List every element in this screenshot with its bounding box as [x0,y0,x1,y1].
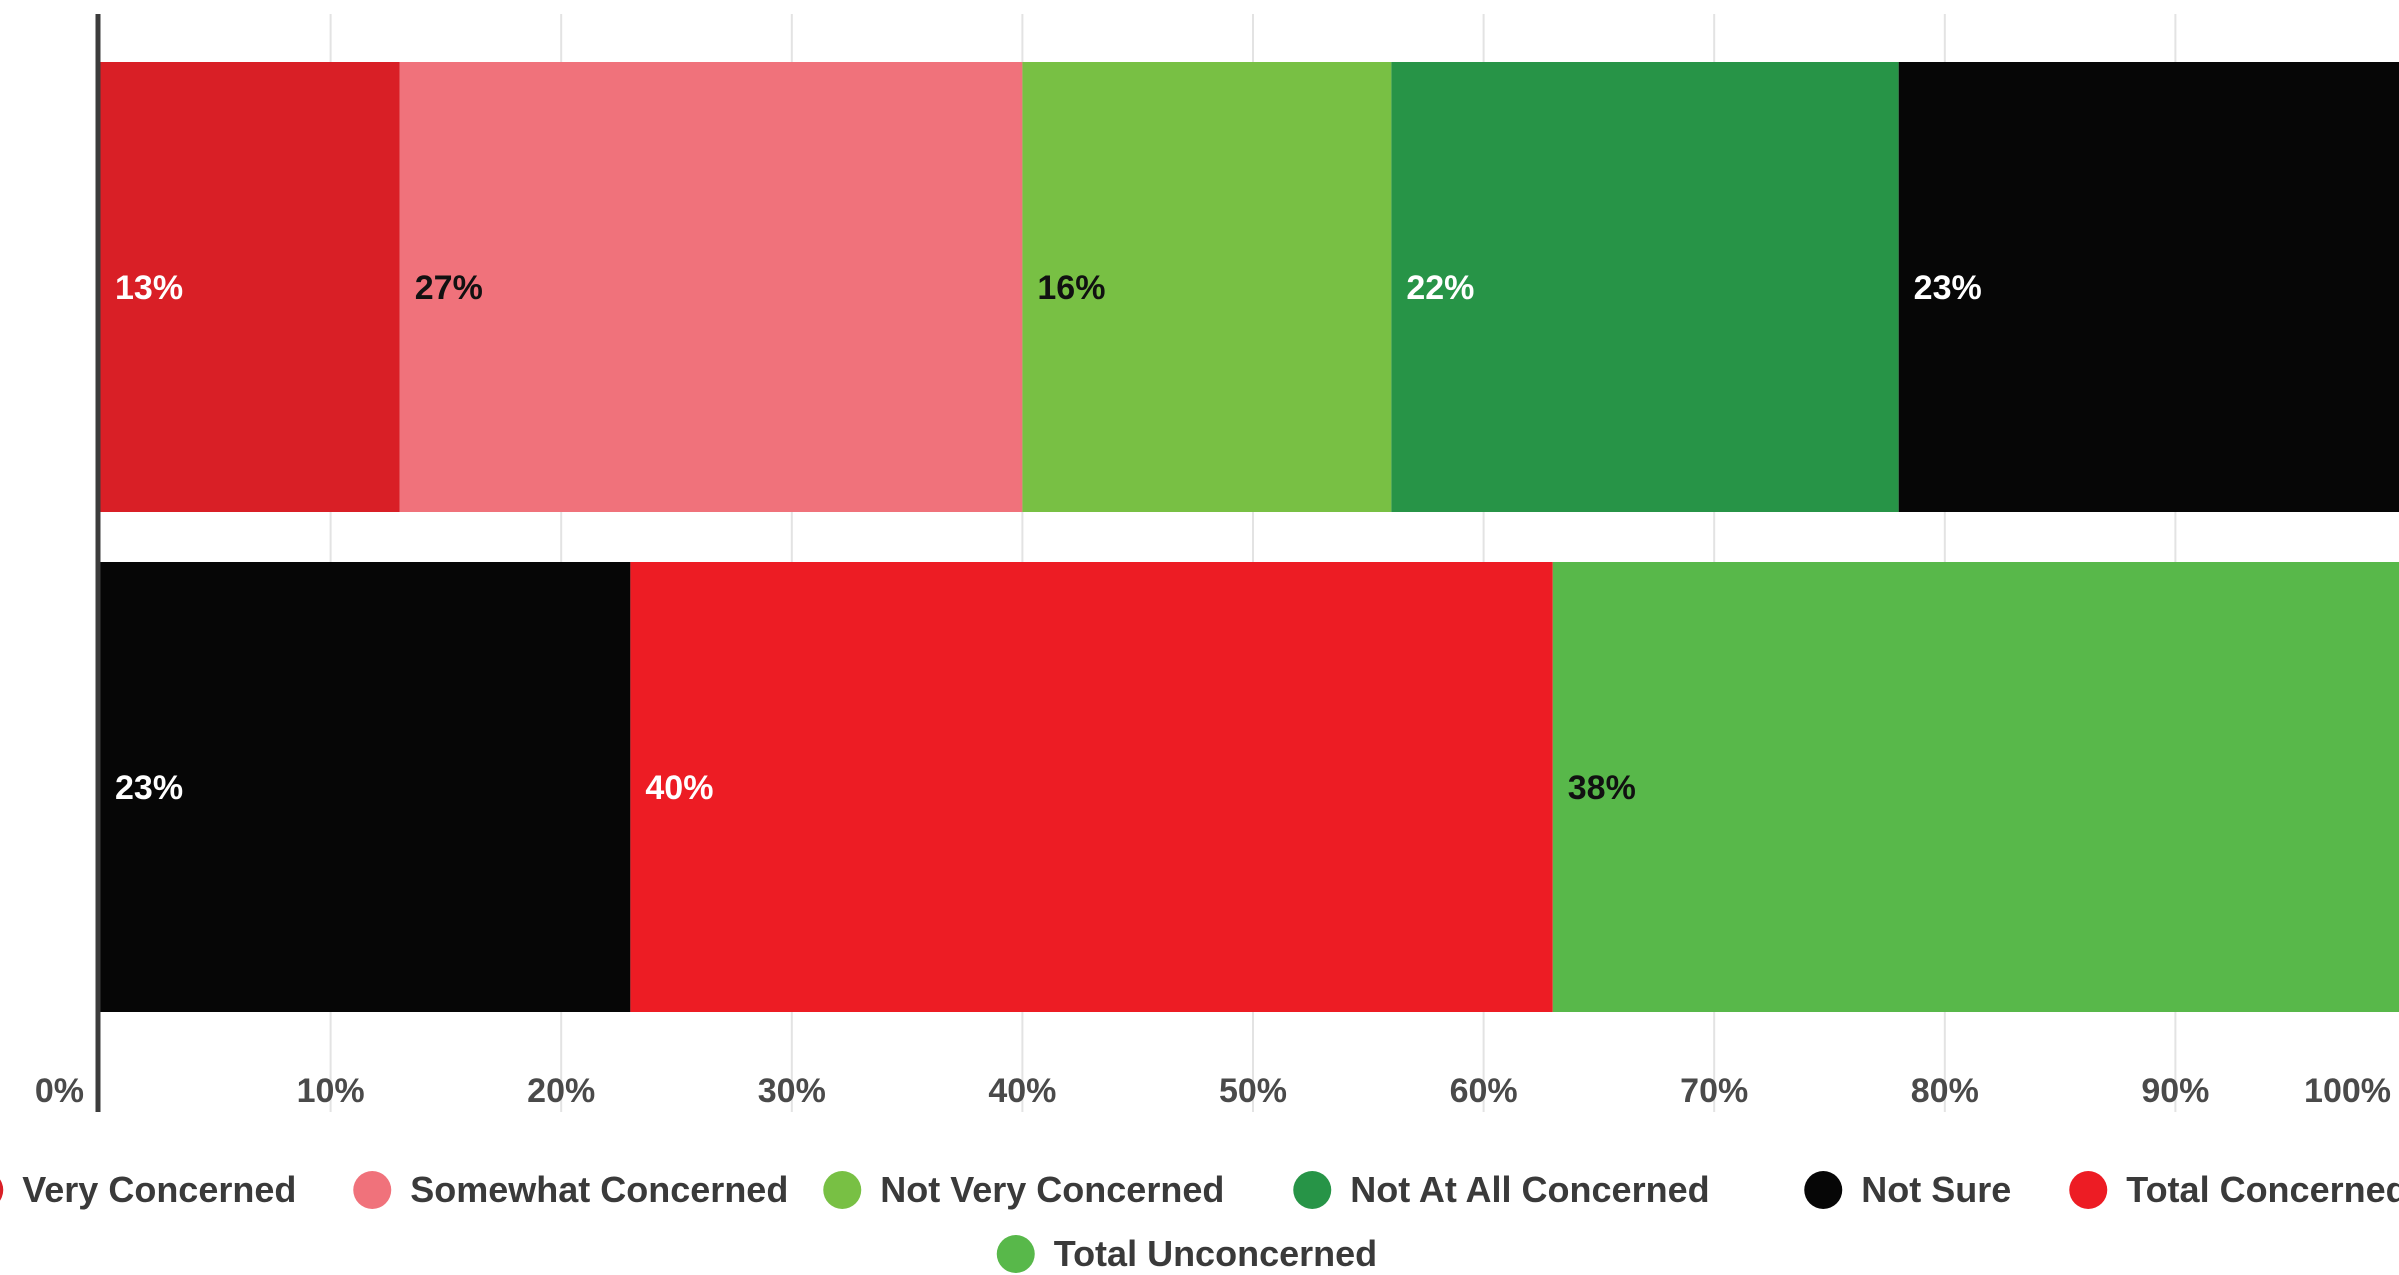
legend-label: Not At All Concerned [1350,1169,1709,1210]
legend-swatch [2069,1171,2108,1209]
data-label: 13% [115,269,183,307]
legend-swatch [1293,1171,1332,1209]
bar-segment-not-very-concerned [1022,62,1392,512]
data-label: 38% [1568,769,1636,807]
bar-segment-not-at-all-concerned [1391,62,1899,512]
x-tick-label: 0% [35,1072,84,1110]
bar-segment-not-sure [100,562,631,1012]
legend-label: Total Unconcerned [1054,1233,1377,1274]
legend-item-not-at-all-concerned: Not At All Concerned [1293,1169,1710,1210]
legend-swatch [996,1235,1035,1273]
data-label: 40% [645,769,713,807]
legend-item-not-sure: Not Sure [1804,1169,2011,1210]
x-tick-label: 30% [758,1072,826,1110]
legend-label: Very Concerned [22,1169,296,1210]
legend-item-very-concerned: Very Concerned [0,1169,296,1210]
legend-item-not-very-concerned: Not Very Concerned [823,1169,1224,1210]
x-tick-label: 10% [297,1072,365,1110]
x-tick-label: 90% [2141,1072,2209,1110]
legend-item-somewhat-concerned: Somewhat Concerned [353,1169,788,1210]
x-tick-label: 80% [1911,1072,1979,1110]
legend-item-total-concerned: Total Concerned [2069,1169,2399,1210]
bar-segment-somewhat-concerned [399,62,1023,512]
x-axis: 0% 10% 20% 30% 40% 50% 60% 70% 80% 90% 100% [35,14,2391,1112]
data-label: 16% [1037,269,1105,307]
bar-segment-total-concerned [630,562,1553,1012]
legend-swatch [0,1179,4,1201]
legend-item-total-unconcerned: Total Unconcerned [996,1233,1377,1274]
x-tick-label: 70% [1680,1072,1748,1110]
data-label: 22% [1406,269,1474,307]
bar-segment-total-unconcerned [1552,562,2399,1012]
legend-swatch [823,1171,862,1209]
x-tick-label: 100% [2304,1072,2391,1110]
legend-swatch [353,1171,392,1209]
legend-label: Total Concerned [2126,1169,2399,1210]
legend-label: Not Very Concerned [880,1169,1224,1210]
bar-segment-not-sure [1898,62,2399,512]
data-labels: 13% 27% 16% 22% 23% 23% 40% 38% [115,269,1982,807]
x-tick-label: 20% [527,1072,595,1110]
x-tick-label: 50% [1219,1072,1287,1110]
data-label: 27% [415,269,483,307]
legend-label: Somewhat Concerned [410,1169,788,1210]
x-tick-label: 60% [1450,1072,1518,1110]
legend: Very Concerned Somewhat Concerned Not Very… [0,1169,2399,1274]
x-tick-label: 40% [988,1072,1056,1110]
data-label: 23% [1914,269,1982,307]
legend-swatch [1804,1171,1843,1209]
bar-segment-very-concerned [100,62,400,512]
legend-label: Not Sure [1861,1169,2011,1210]
bars [100,62,2399,1012]
data-label: 23% [115,769,183,807]
